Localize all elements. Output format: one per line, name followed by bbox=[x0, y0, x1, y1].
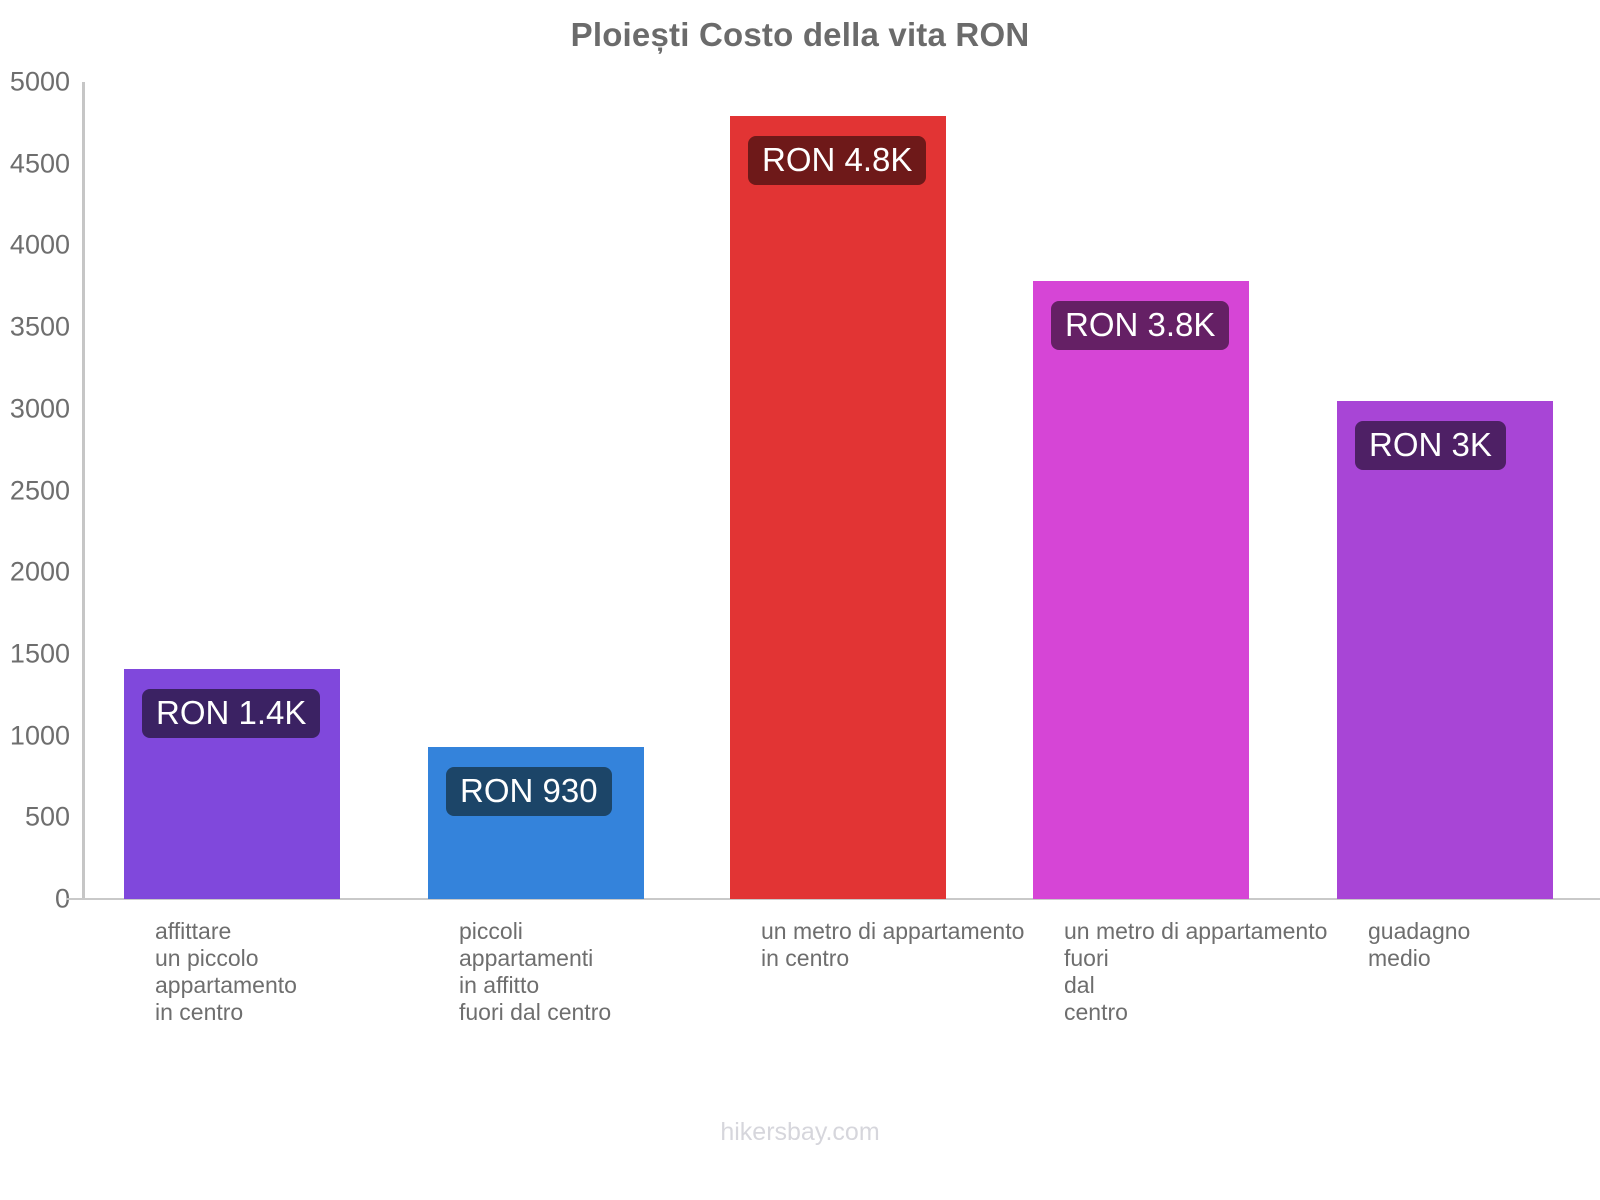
x-axis-category-label: piccoli appartamenti in affitto fuori da… bbox=[459, 918, 612, 1025]
y-axis-tick-label: 1500 bbox=[9, 638, 70, 669]
x-axis-category-label: un metro di appartamento fuori dal centr… bbox=[1064, 918, 1328, 1025]
y-axis-tick-label: 3500 bbox=[9, 311, 70, 342]
bar-value-label: RON 3K bbox=[1355, 420, 1506, 470]
x-axis-category-label: affittare un piccolo appartamento in cen… bbox=[155, 918, 297, 1025]
x-axis-line bbox=[66, 898, 1600, 900]
bar-value-label: RON 1.4K bbox=[142, 688, 321, 738]
bar-value-label: RON 3.8K bbox=[1051, 301, 1230, 351]
bar[interactable]: RON 930 bbox=[428, 747, 644, 899]
bar[interactable]: RON 1.4K bbox=[124, 668, 340, 899]
y-axis-tick-label: 0 bbox=[54, 883, 70, 914]
source-watermark: hikersbay.com bbox=[720, 1118, 880, 1146]
bar-value-label: RON 4.8K bbox=[748, 136, 927, 186]
x-axis-category-label: un metro di appartamento in centro bbox=[761, 918, 1025, 971]
bar-value-label: RON 930 bbox=[446, 767, 612, 817]
y-axis-tick-label: 500 bbox=[24, 801, 70, 832]
bar[interactable]: RON 3.8K bbox=[1033, 281, 1249, 899]
y-axis-line bbox=[82, 82, 85, 900]
page-title: Ploiești Costo della vita RON bbox=[570, 16, 1030, 53]
y-axis-tick-mark bbox=[66, 898, 83, 900]
bar[interactable]: RON 3K bbox=[1337, 400, 1553, 899]
y-axis-tick-label: 4000 bbox=[9, 229, 70, 260]
y-axis-tick-label: 1000 bbox=[9, 720, 70, 751]
x-axis-category-label: guadagno medio bbox=[1368, 918, 1471, 971]
y-axis-tick-label: 4500 bbox=[9, 148, 70, 179]
y-axis-tick-label: 3000 bbox=[9, 393, 70, 424]
y-axis-tick-label: 2000 bbox=[9, 556, 70, 587]
bar[interactable]: RON 4.8K bbox=[730, 116, 946, 899]
y-axis-tick-label: 5000 bbox=[9, 66, 70, 97]
y-axis-tick-label: 2500 bbox=[9, 475, 70, 505]
